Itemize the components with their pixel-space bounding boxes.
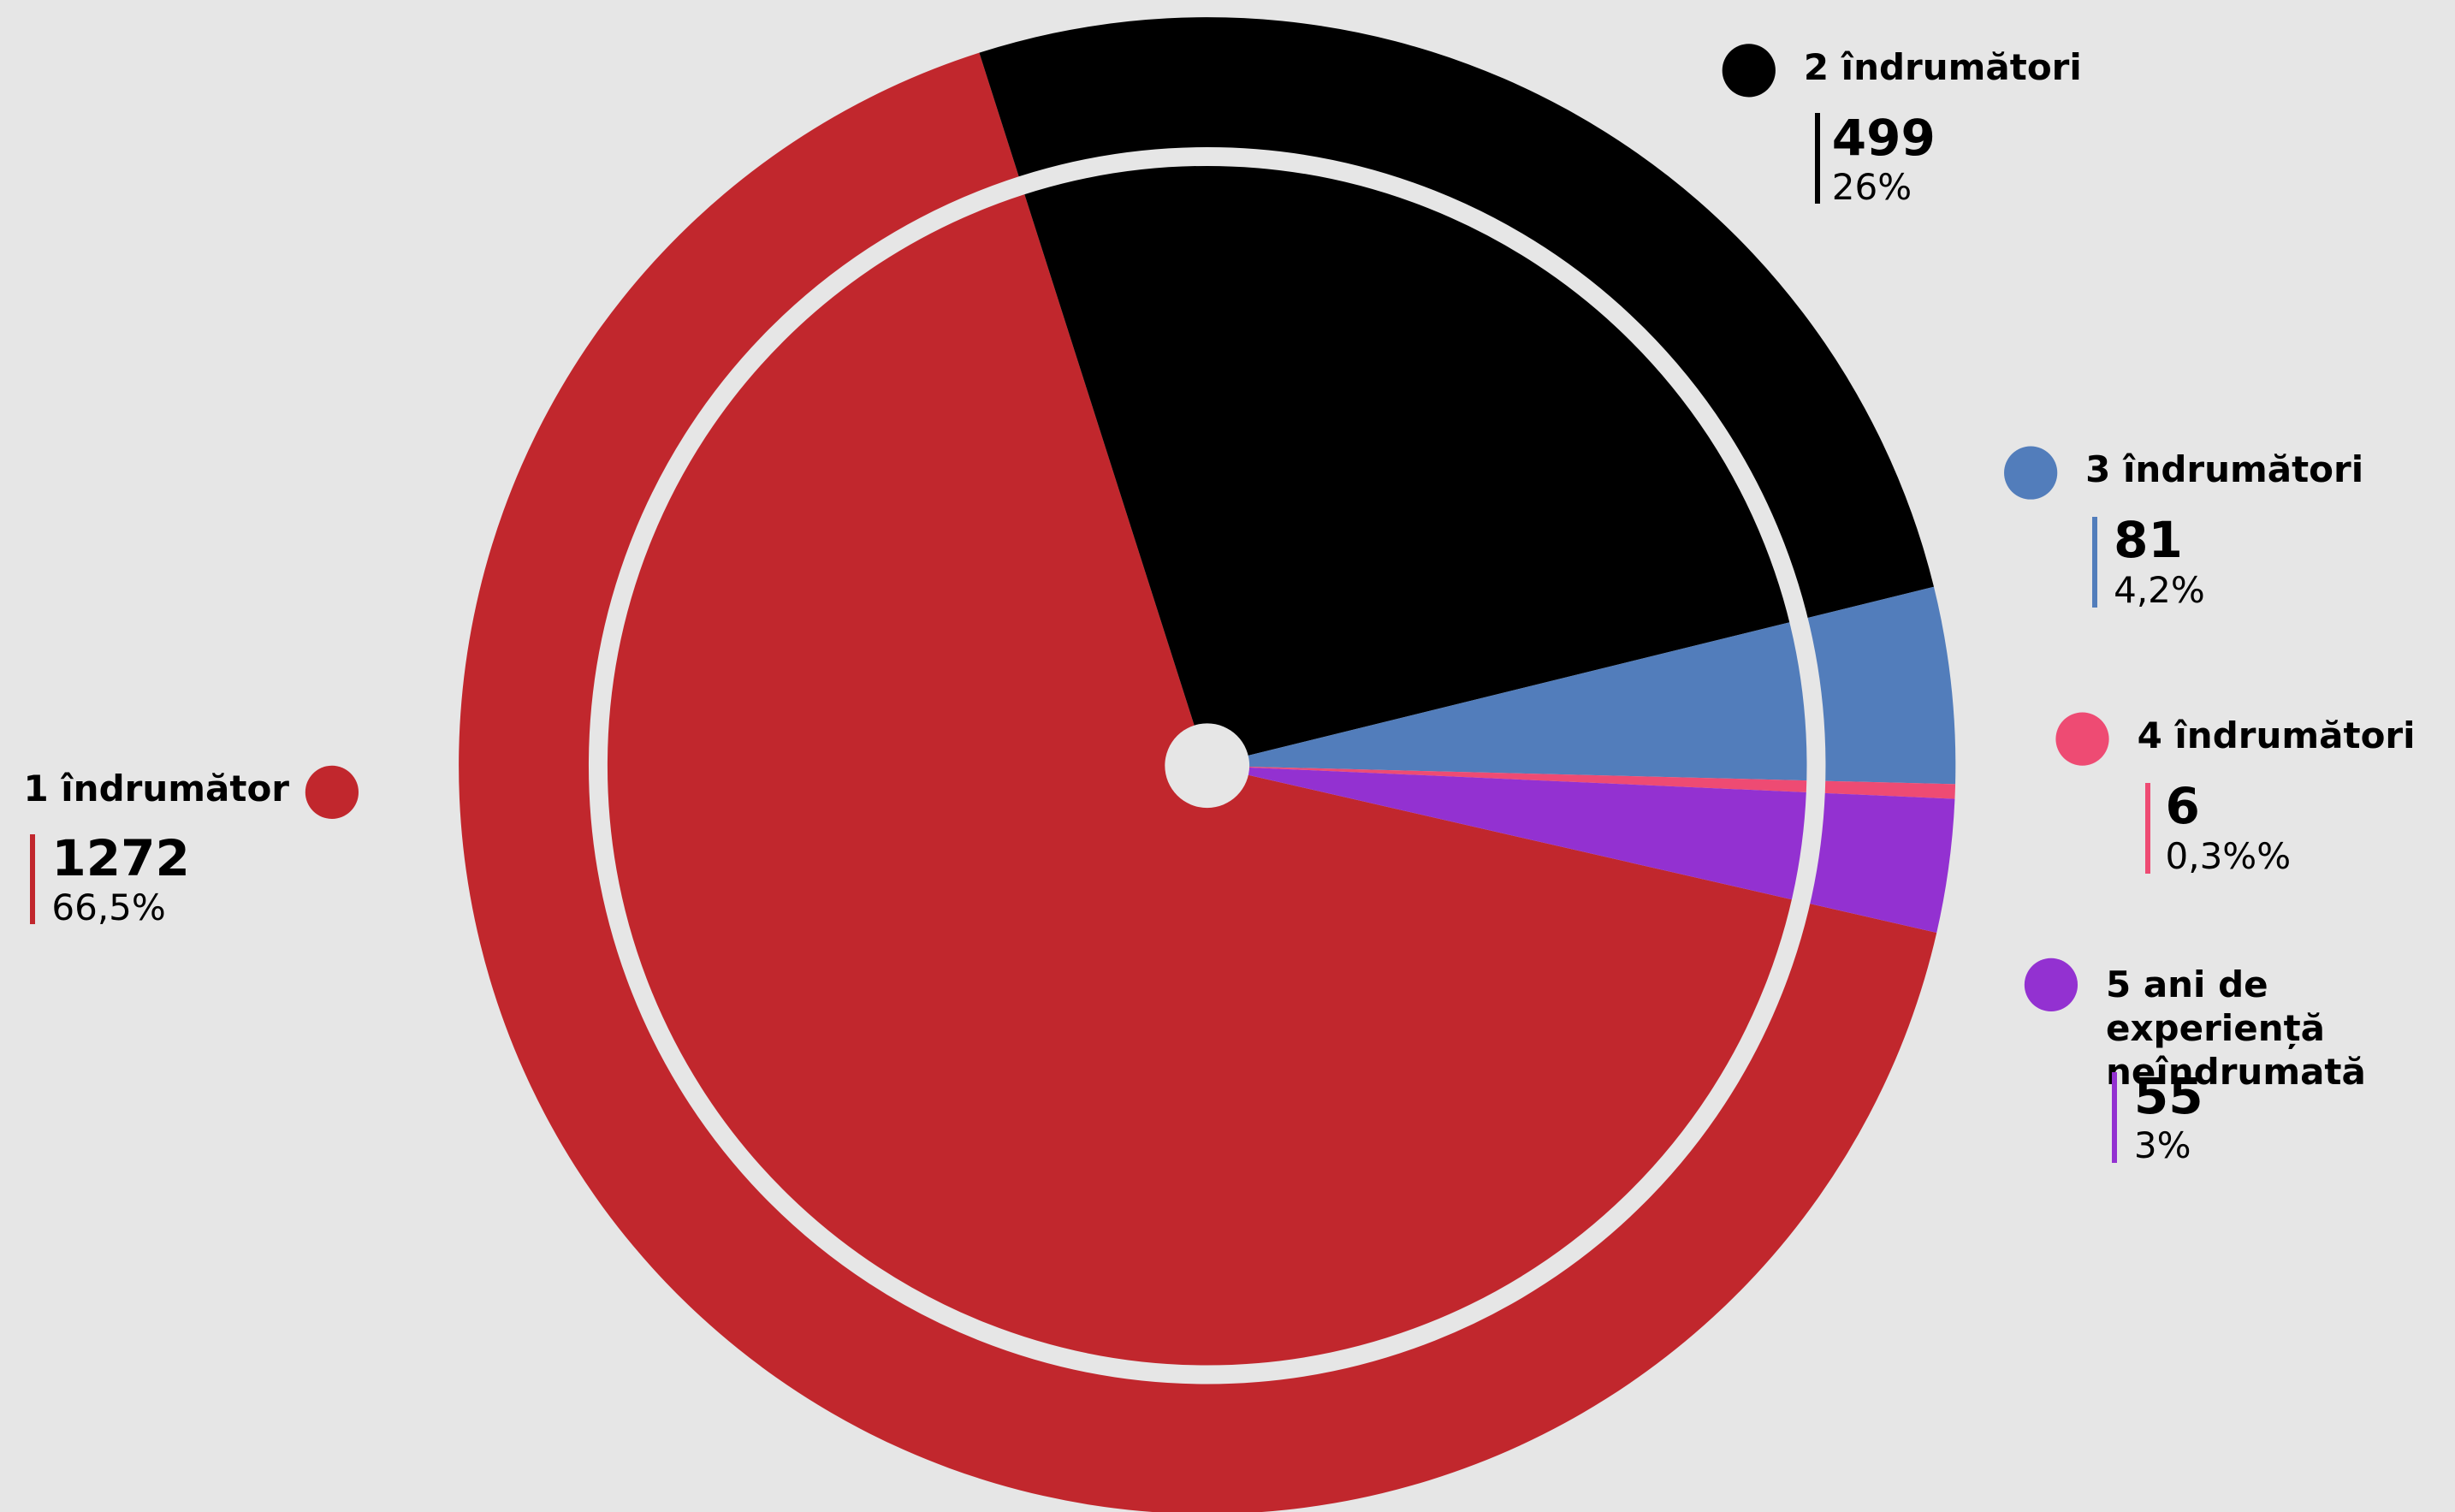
legend-label: 5 ani de experiență neîndrumată xyxy=(2105,964,2366,1094)
pie-slice xyxy=(1207,765,1955,933)
pie-slice xyxy=(1207,586,1956,785)
legend-label: 1 îndrumător xyxy=(23,768,290,810)
value-label: 499 xyxy=(1831,108,1936,167)
label-bar xyxy=(2091,516,2097,608)
pie-slice xyxy=(979,17,1934,766)
legend-label: 4 îndrumători xyxy=(2137,714,2416,757)
legend-label: 3 îndrumători xyxy=(2085,448,2364,491)
percent-label: 66,5% xyxy=(51,886,166,928)
legend-dot xyxy=(2024,958,2078,1011)
label-bar xyxy=(2112,1072,2118,1164)
value-label: 6 xyxy=(2165,777,2200,836)
value-label: 81 xyxy=(2114,511,2183,570)
center-dot xyxy=(1165,723,1250,809)
legend-dot xyxy=(2055,712,2109,766)
label-bar xyxy=(1814,112,1820,204)
legend-dot xyxy=(305,765,359,819)
percent-label: 26% xyxy=(1831,166,1912,209)
legend-label: 2 îndrumători xyxy=(1803,45,2082,88)
inner-ring xyxy=(588,146,1826,1385)
legend-dot xyxy=(1722,44,1776,98)
value-label: 55 xyxy=(2133,1066,2203,1125)
legend-dot xyxy=(2004,446,2058,500)
percent-label: 4,2% xyxy=(2114,568,2205,611)
label-bar xyxy=(2144,782,2150,874)
label-bar xyxy=(29,834,35,924)
value-label: 1272 xyxy=(51,828,190,887)
percent-label: 3% xyxy=(2133,1124,2191,1167)
pie-slice xyxy=(1207,765,1956,799)
percent-label: 0,3%% xyxy=(2165,834,2292,877)
